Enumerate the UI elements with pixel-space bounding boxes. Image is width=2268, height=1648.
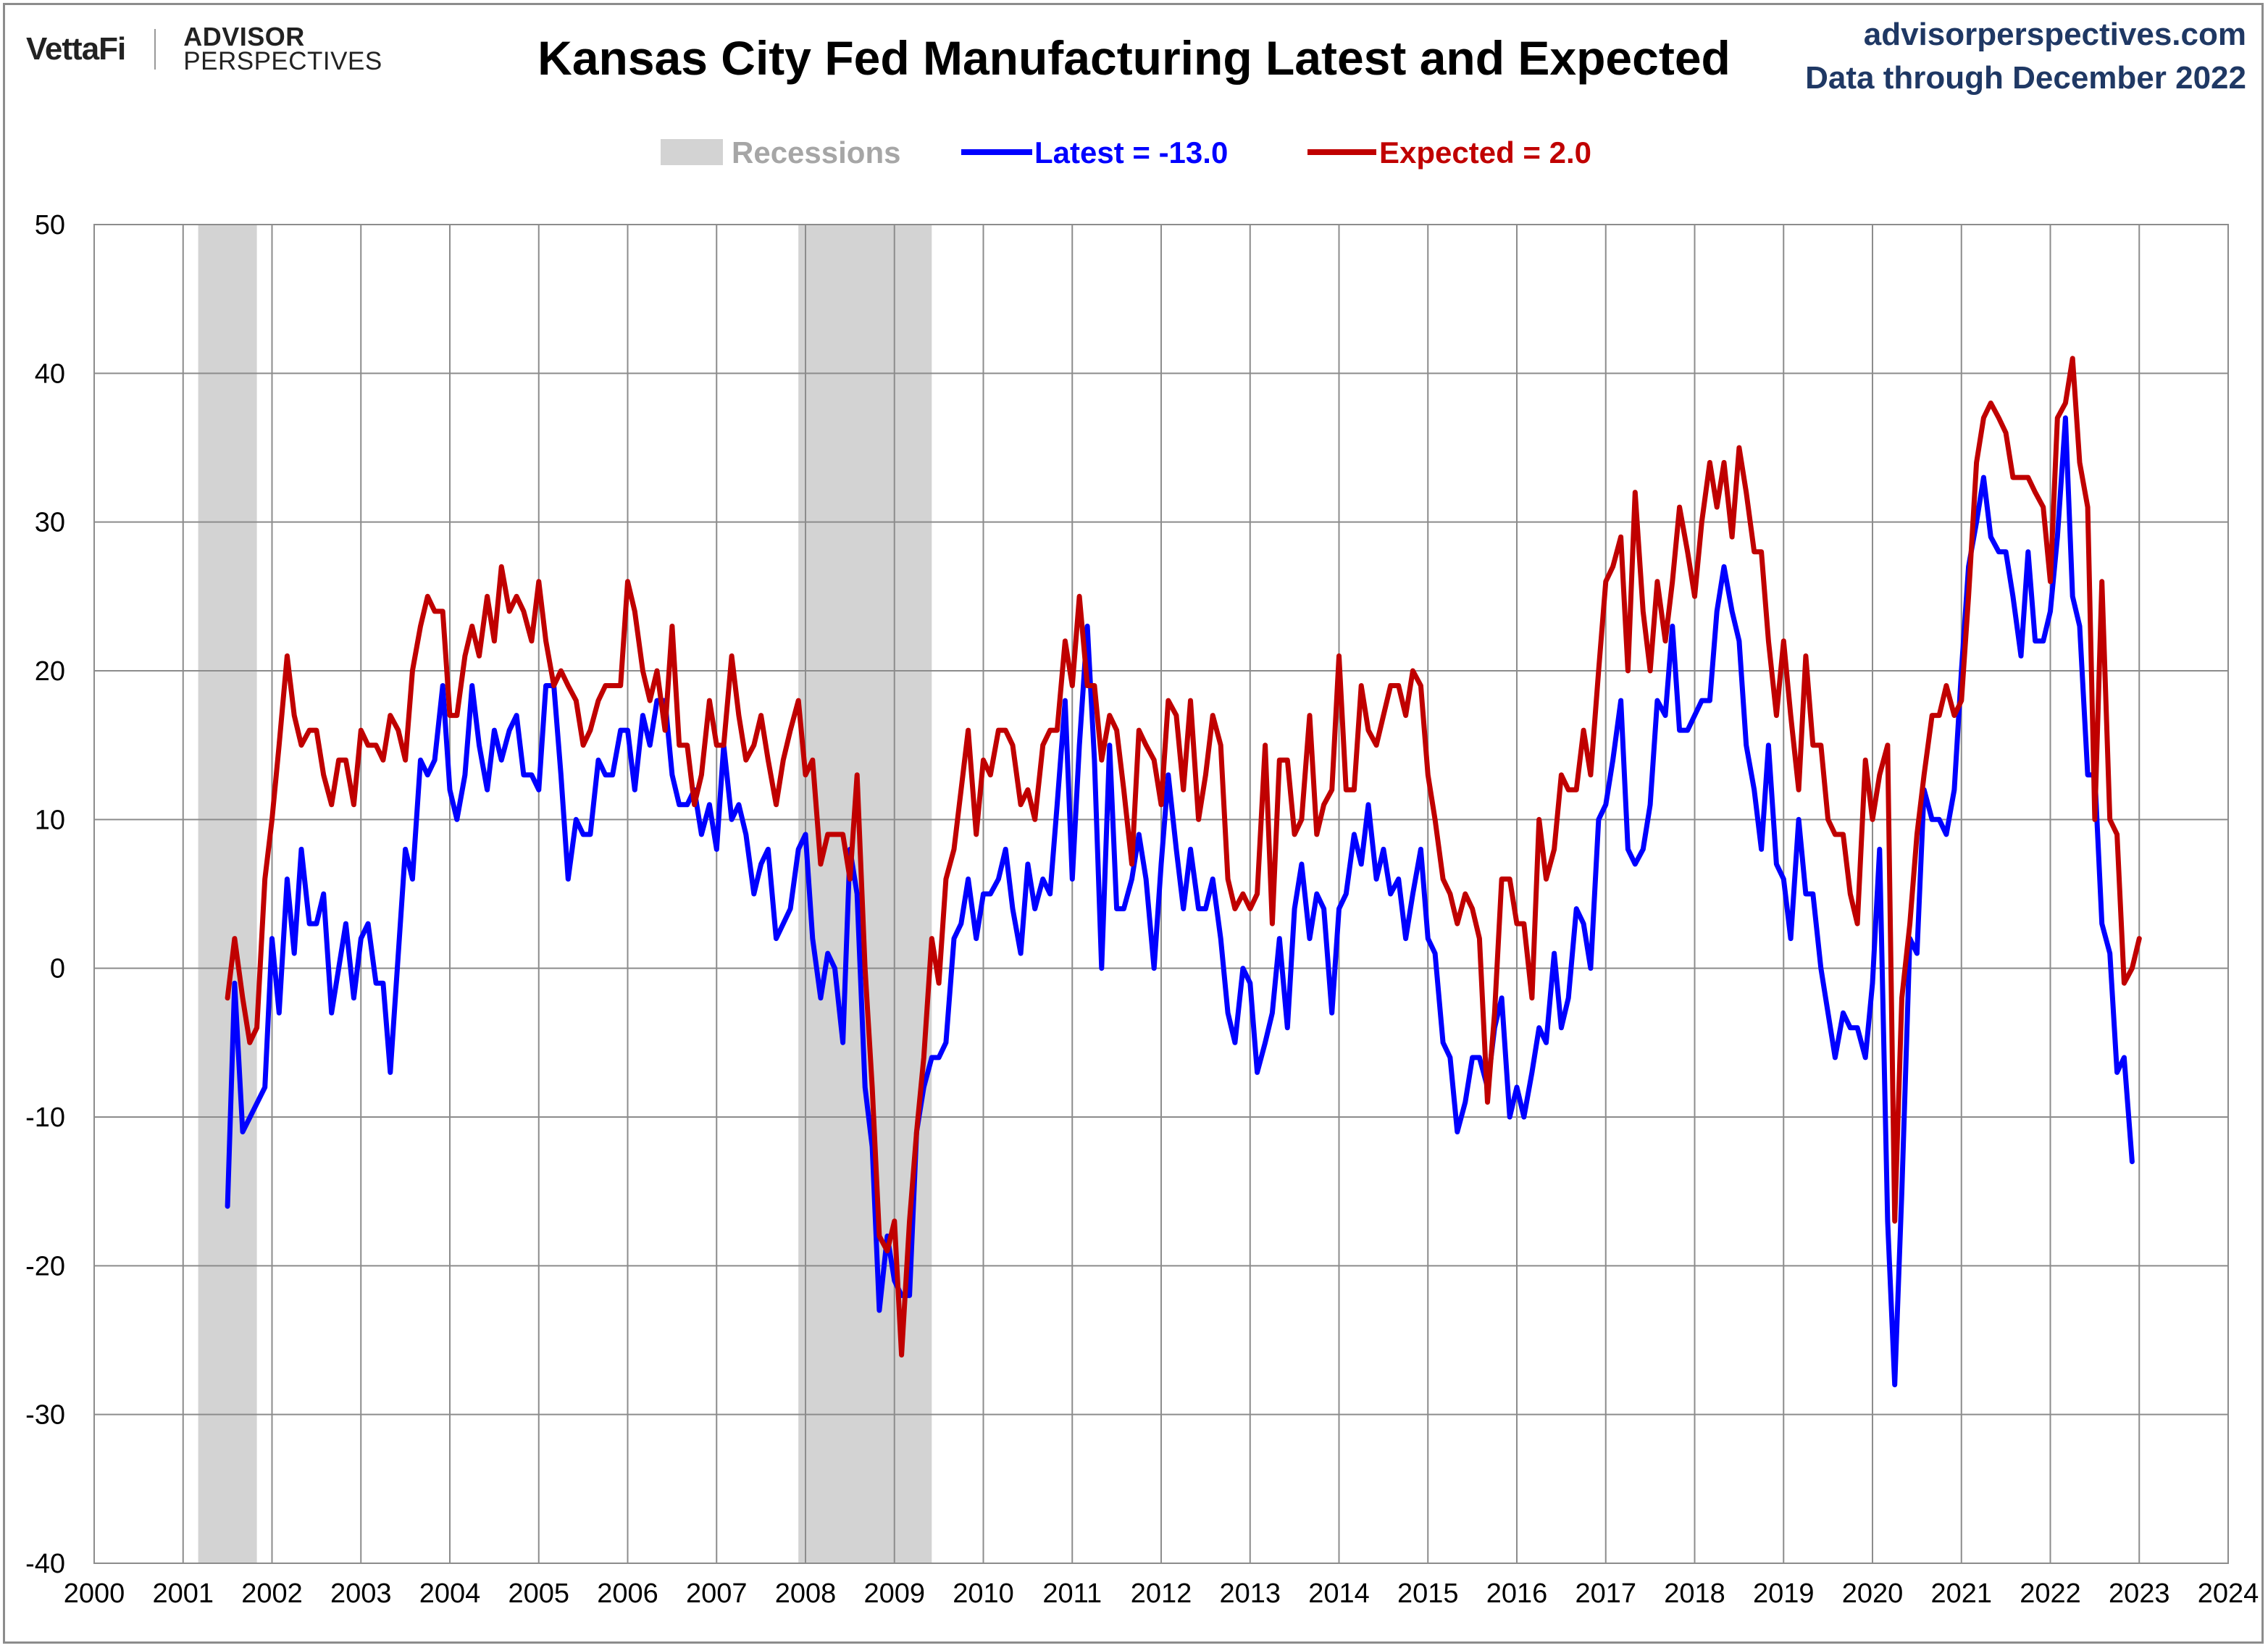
x-tick-label-2013: 2013 (1219, 1578, 1281, 1609)
x-tick-label-2015: 2015 (1397, 1578, 1459, 1609)
legend-expected-label: Expected = 2.0 (1379, 135, 1591, 170)
series-lines (225, 356, 2142, 1388)
legend: Recessions Latest = -13.0 Expected = 2.0 (661, 135, 1591, 170)
recession-band-1 (198, 225, 257, 1563)
x-tick-label-2006: 2006 (597, 1578, 658, 1609)
y-tick-label-20: 20 (35, 656, 65, 687)
x-tick-label-2016: 2016 (1486, 1578, 1548, 1609)
chart-title: Kansas City Fed Manufacturing Latest and… (537, 31, 1731, 85)
x-tick-label-2000: 2000 (64, 1578, 125, 1609)
x-tick-label-2019: 2019 (1753, 1578, 1815, 1609)
y-tick-label--20: -20 (25, 1251, 65, 1281)
data-through: Data through December 2022 (1805, 60, 2246, 96)
x-tick-label-2020: 2020 (1842, 1578, 1904, 1609)
x-tick-label-2024: 2024 (2198, 1578, 2259, 1609)
x-tick-label-2014: 2014 (1308, 1578, 1370, 1609)
y-tick-label--40: -40 (25, 1549, 65, 1579)
legend-recessions-swatch (661, 139, 723, 165)
legend-latest-label: Latest = -13.0 (1034, 135, 1228, 170)
x-tick-label-2012: 2012 (1131, 1578, 1192, 1609)
legend-recessions-label: Recessions (732, 135, 900, 170)
x-axis-ticks: 2000 2001 2002 2003 2004 2005 2006 2007 2008 2009… (64, 1578, 2259, 1609)
x-tick-label-2023: 2023 (2109, 1578, 2170, 1609)
series-line-expected (225, 356, 2142, 1358)
y-tick-label-10: 10 (35, 805, 65, 835)
y-tick-label-50: 50 (35, 210, 65, 240)
x-tick-label-2004: 2004 (419, 1578, 481, 1609)
brand-vettafi: VettaFi (26, 31, 126, 67)
brand-logo: VettaFi ADVISOR PERSPECTIVES (26, 22, 382, 75)
y-tick-label-40: 40 (35, 359, 65, 389)
plot-area-border (93, 224, 2229, 1564)
x-tick-label-2009: 2009 (863, 1578, 925, 1609)
series-line-latest (225, 415, 2135, 1388)
recession-bands (198, 225, 932, 1563)
y-axis-ticks: 50 40 30 20 10 0 -10 -20 -30 -40 (25, 210, 65, 1579)
x-tick-label-2022: 2022 (2020, 1578, 2081, 1609)
y-tick-label-30: 30 (35, 508, 65, 538)
y-tick-label--10: -10 (25, 1103, 65, 1133)
x-tick-label-2011: 2011 (1042, 1578, 1102, 1609)
brand-separator (154, 29, 156, 70)
brand-ap-line1: ADVISOR (183, 22, 305, 51)
x-tick-label-2008: 2008 (775, 1578, 837, 1609)
brand-advisor-perspectives: ADVISOR PERSPECTIVES (183, 22, 382, 75)
recession-band-2 (798, 225, 932, 1563)
source-block: advisorperspectives.com Data through Dec… (1805, 13, 2246, 100)
chart-frame (3, 3, 2264, 1644)
x-tick-label-2017: 2017 (1575, 1578, 1636, 1609)
y-tick-label-0: 0 (50, 954, 65, 984)
x-tick-label-2021: 2021 (1930, 1578, 1992, 1609)
x-tick-label-2001: 2001 (152, 1578, 214, 1609)
site-url[interactable]: advisorperspectives.com (1863, 17, 2246, 52)
x-tick-label-2018: 2018 (1664, 1578, 1725, 1609)
x-tick-label-2007: 2007 (686, 1578, 748, 1609)
x-tick-label-2002: 2002 (241, 1578, 303, 1609)
x-tick-label-2010: 2010 (953, 1578, 1014, 1609)
x-tick-label-2003: 2003 (330, 1578, 392, 1609)
x-tick-label-2005: 2005 (508, 1578, 569, 1609)
brand-ap-line2: PERSPECTIVES (183, 47, 382, 75)
y-tick-label--30: -30 (25, 1400, 65, 1431)
